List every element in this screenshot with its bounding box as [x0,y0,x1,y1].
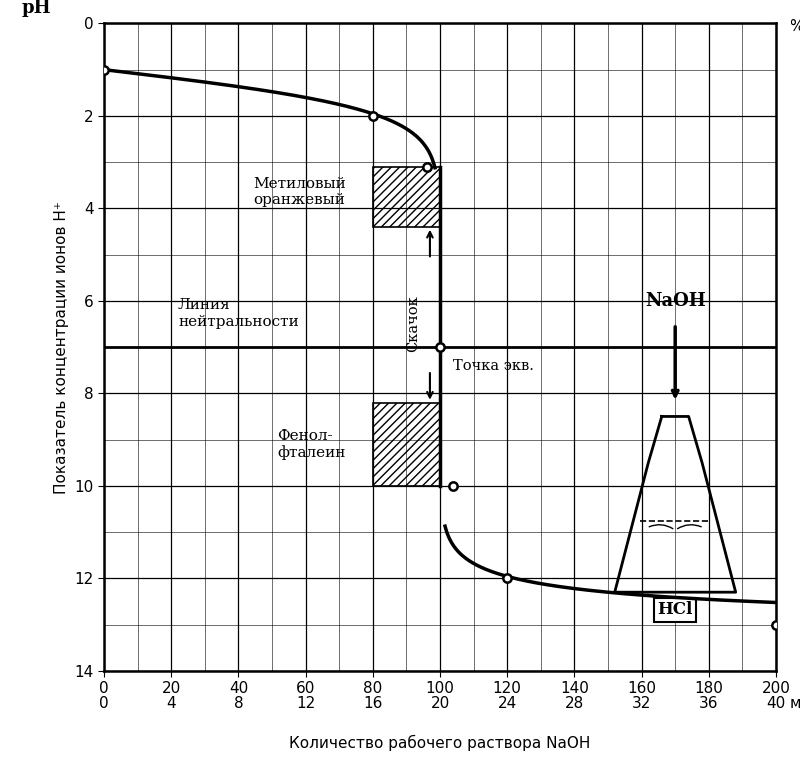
Text: 36: 36 [699,697,718,711]
Text: 28: 28 [565,697,584,711]
Text: 40: 40 [766,697,786,711]
Text: Метиловый
оранжевый: Метиловый оранжевый [253,177,346,207]
Text: HCl: HCl [658,601,693,619]
Bar [373,402,440,486]
Text: Фенол-
фталеин: Фенол- фталеин [278,428,346,460]
Text: 12: 12 [296,697,315,711]
X-axis label: Количество рабочего раствора NaOH: Количество рабочего раствора NaOH [290,735,590,751]
Text: 24: 24 [498,697,517,711]
Text: 8: 8 [234,697,243,711]
Text: %: % [790,19,800,34]
Bar [373,167,440,227]
Y-axis label: Показатель концентрации ионов H⁺: Показатель концентрации ионов H⁺ [54,200,69,494]
Text: 0: 0 [99,697,109,711]
Text: Точка экв.: Точка экв. [454,359,534,373]
Text: 32: 32 [632,697,651,711]
Text: 20: 20 [430,697,450,711]
Text: pH: pH [22,0,52,17]
Text: 16: 16 [363,697,382,711]
Text: Скачок: Скачок [406,296,420,353]
Text: мл: мл [790,697,800,711]
Text: 4: 4 [166,697,176,711]
Text: Линия
нейтральности: Линия нейтральности [178,299,298,328]
Text: NaOH: NaOH [645,292,706,310]
